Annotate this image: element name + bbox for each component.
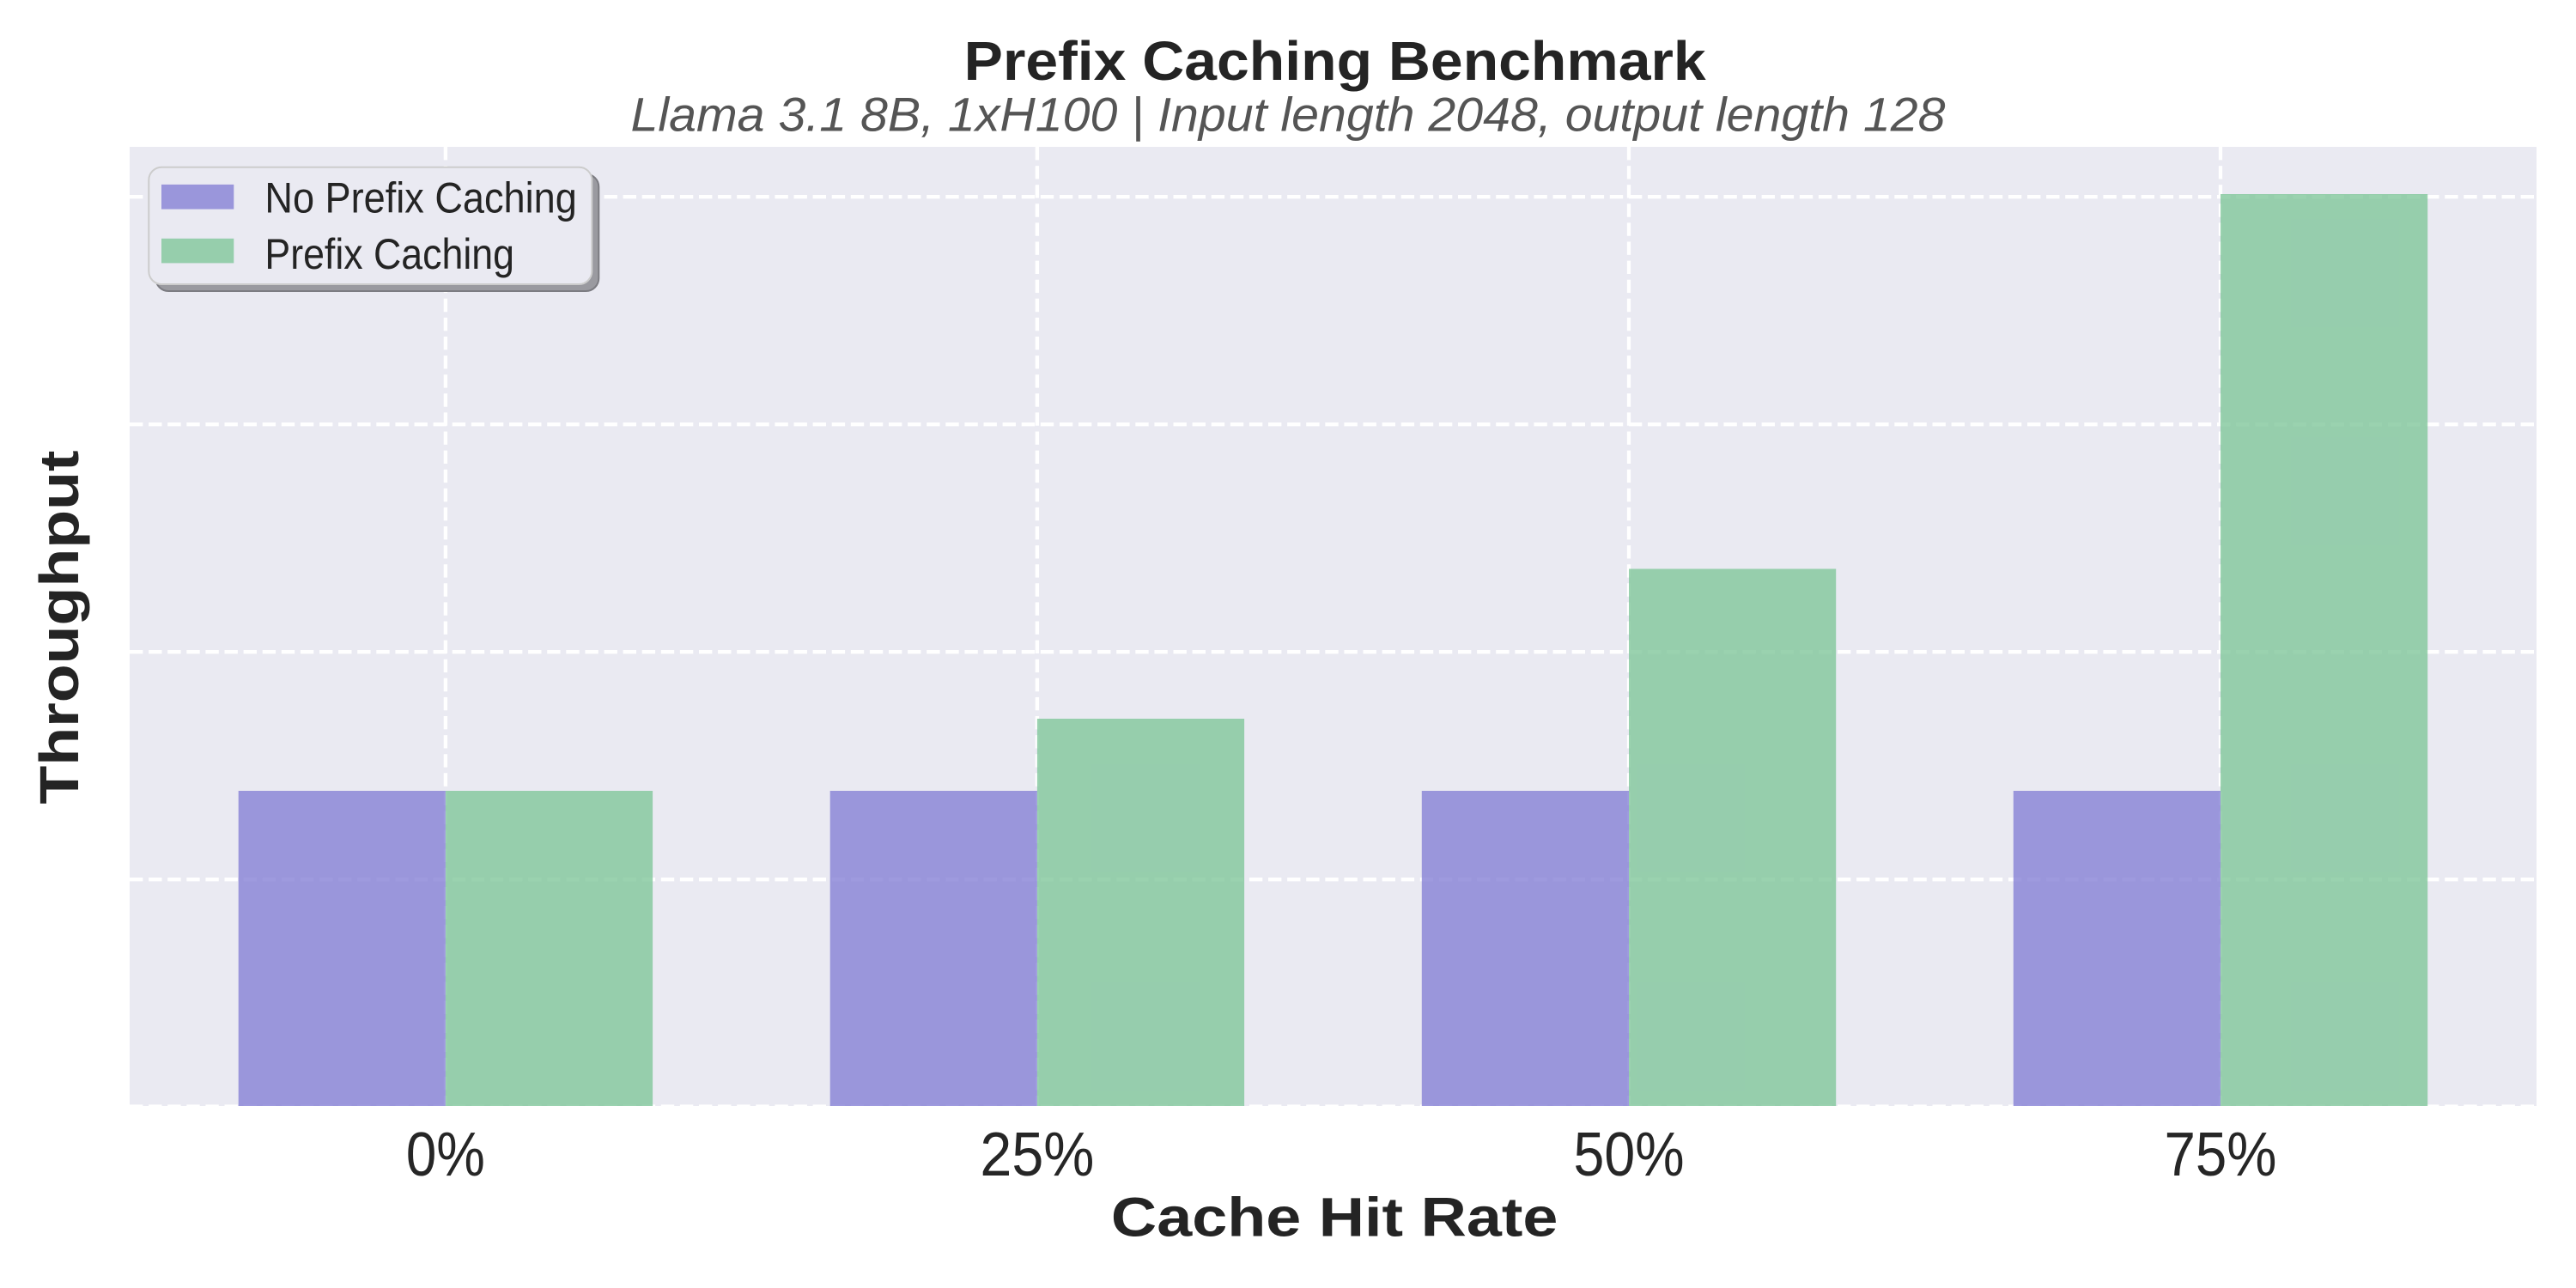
- svg-text:Throughput: Throughput: [28, 451, 90, 805]
- svg-text:75%: 75%: [2165, 1121, 2277, 1189]
- svg-text:25%: 25%: [980, 1121, 1094, 1189]
- svg-text:Prefix Caching: Prefix Caching: [264, 229, 514, 278]
- svg-text:50%: 50%: [1574, 1121, 1685, 1189]
- svg-text:Llama 3.1 8B, 1xH100 | Input l: Llama 3.1 8B, 1xH100 | Input length 2048…: [631, 87, 1946, 142]
- svg-text:Cache Hit Rate: Cache Hit Rate: [1111, 1186, 1558, 1248]
- svg-text:0%: 0%: [406, 1121, 485, 1189]
- svg-text:Prefix Caching Benchmark: Prefix Caching Benchmark: [964, 30, 1706, 92]
- svg-text:No Prefix Caching: No Prefix Caching: [264, 173, 576, 222]
